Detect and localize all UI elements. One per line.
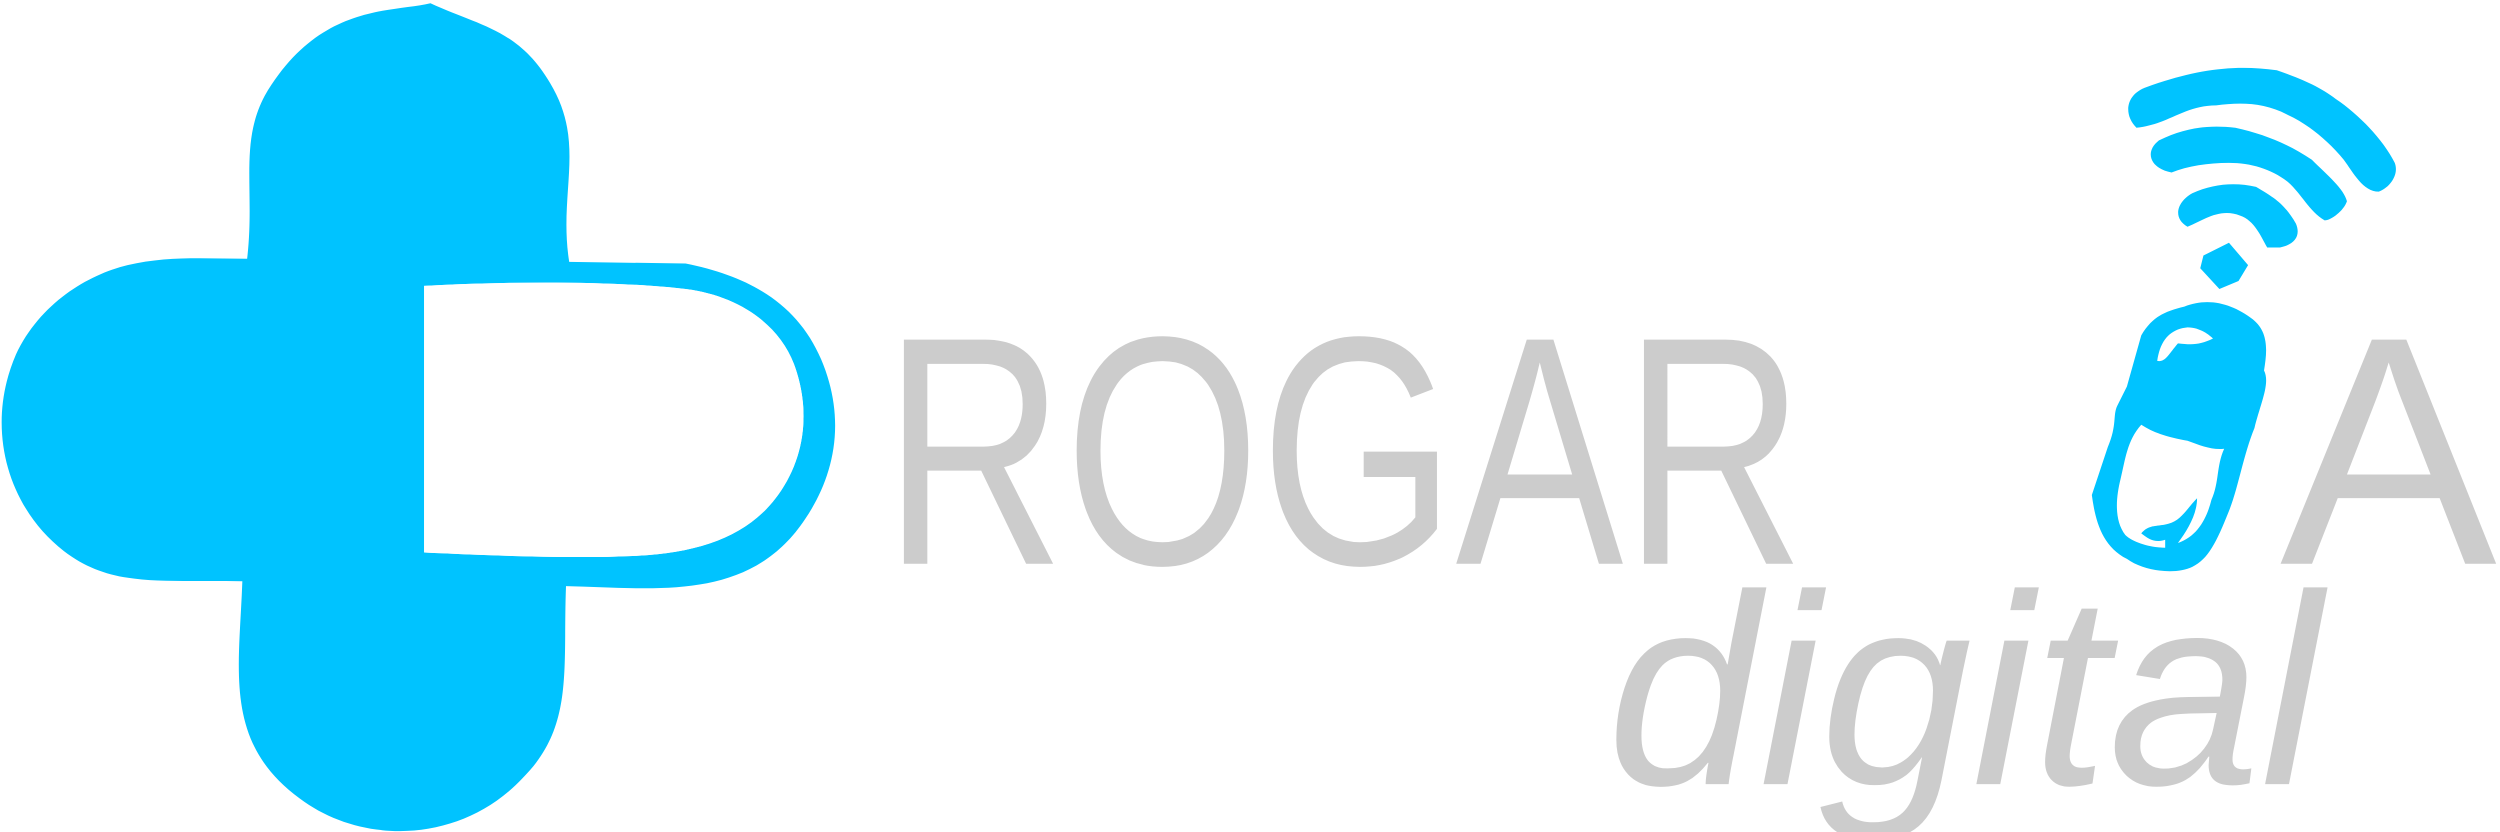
- brand-sub: digital: [1607, 539, 2329, 832]
- brand-wordmark: ROGAR A digital: [883, 268, 2498, 832]
- wifi-signal-icon: [2128, 67, 2396, 248]
- medical-cross-icon: [1, 3, 836, 832]
- brand-main-left: ROGAR: [883, 268, 1805, 632]
- pill-capsule-icon: [2091, 242, 2267, 572]
- brand-main-right: A: [2280, 268, 2498, 632]
